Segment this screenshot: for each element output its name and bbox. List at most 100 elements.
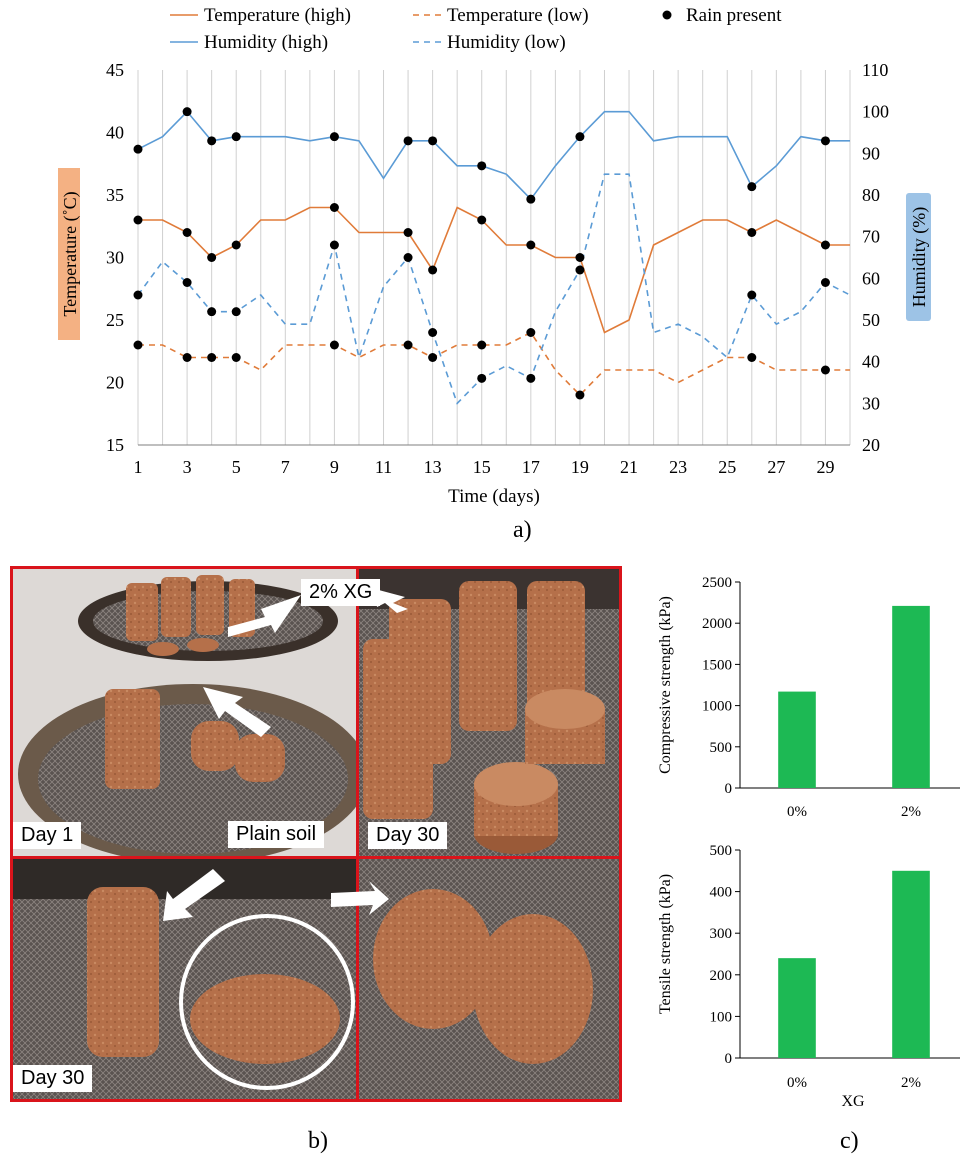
y-left-tick-label: 45 [106,60,124,80]
rain-marker [133,340,143,350]
x-tick-label: 19 [571,457,589,477]
rain-marker [231,307,241,317]
compressive-y-label: Compressive strength (kPa) [657,596,674,774]
y-left-tick-label: 30 [106,248,124,268]
rain-marker [182,228,192,237]
rain-marker [477,340,487,350]
legend-rain-present-text: Rain present [686,5,782,26]
rain-marker [820,365,830,375]
rain-marker [231,240,241,250]
x-tick-label: 13 [424,457,442,477]
rain-marker [526,240,536,250]
x-tick-label: 23 [669,457,687,477]
rain-marker [428,136,438,146]
humidity-axis-label-bg [906,193,931,321]
rain-marker [231,132,241,142]
category-label: 2% [901,1075,921,1091]
panel-label-b: b) [308,1128,328,1154]
series-line-temperature-high [138,206,850,334]
y-tick-label: 0 [725,1051,733,1067]
x-tick-label: 21 [620,457,638,477]
arrow-icons [163,589,408,921]
series-line-temperature-low [138,331,850,397]
series-line-humidity-low [137,173,851,405]
rain-marker [477,215,487,225]
rain-marker [329,203,339,212]
rain-marker [207,307,217,317]
photo-collage: 2% XG Plain soil Day 1 Day 30 Day 30 [10,566,622,1102]
y-tick-label: 500 [710,843,733,859]
photo-day30-closeup [359,859,619,1099]
temperature-axis-label-bg [58,168,80,340]
rain-marker [329,132,339,142]
rain-marker [133,144,143,154]
legend: Temperature (high) Temperature (low) Humid… [170,5,782,53]
photo-day30-xg [359,569,619,856]
y-right-tick-label: 70 [862,227,880,247]
bar-0pct [778,958,816,1058]
y-left-tick-label: 40 [106,123,124,143]
rain-marker [477,161,487,171]
y-left-tick-label: 15 [106,435,124,455]
rain-marker [820,278,830,287]
x-tick-label: 7 [281,457,290,477]
rain-marker [231,353,241,362]
rain-marker [133,290,143,300]
rain-marker [428,328,438,337]
bar-2pct [892,870,930,1058]
y-tick-label: 0 [725,781,733,797]
x-axis-label: Time (days) [448,486,540,507]
y-tick-label: 100 [710,1009,733,1025]
y-tick-label: 2500 [702,575,732,591]
rain-marker [403,228,413,237]
category-label: 2% [901,804,921,820]
rain-marker [526,328,536,337]
x-tick-label: 25 [718,457,736,477]
category-label: 0% [787,1075,807,1091]
rain-markers [133,107,830,400]
rain-marker [133,215,143,225]
label-day30-bottom: Day 30 [13,1065,93,1092]
rain-marker [403,136,413,146]
series-lines [137,110,851,405]
y-tick-label: 500 [710,740,733,756]
rain-marker [403,253,413,262]
y-right-tick-label: 110 [862,60,888,80]
rain-marker [182,353,192,362]
y-left-tick-label: 35 [106,185,124,205]
y-tick-label: 300 [710,926,733,942]
x-tick-label: 3 [183,457,192,477]
x-tick-label: 9 [330,457,339,477]
rain-marker [207,353,217,362]
x-tick-label: 15 [473,457,491,477]
rain-marker [207,253,217,262]
bar-0pct [778,691,816,788]
y-tick-label: 1500 [702,657,732,673]
bar-2pct [892,605,930,788]
legend-temperature-low-text: Temperature (low) [447,5,589,26]
x-tick-label: 17 [522,457,540,477]
y-tick-label: 1000 [702,699,732,715]
rain-marker [820,136,830,146]
y-right-tick-label: 20 [862,435,880,455]
rain-marker [526,194,536,204]
rain-marker [428,265,438,275]
y-left-tick-label: 20 [106,373,124,393]
tick-labels: 1 3 5 7 9 11 13 15 17 19 21 23 25 27 29152025303540452… [106,60,889,477]
panel-label-c: c) [840,1128,859,1154]
rain-marker [747,290,757,300]
y-tick-label: 400 [710,885,733,901]
rain-marker [403,340,413,350]
tensile-strength-chart: Tensile strength (kPa) XG 0 100 200 300 400 5… [657,843,960,1110]
rain-marker [575,132,585,142]
temperature-axis-label: Temperature (˚C) [60,191,81,316]
rain-marker [329,240,339,250]
y-right-tick-label: 80 [862,185,880,205]
rain-marker [329,340,339,350]
series-line-humidity-high [137,110,850,201]
y-right-tick-label: 40 [862,352,880,372]
category-label: 0% [787,804,807,820]
label-day1: Day 1 [13,822,82,849]
rain-marker [747,353,757,362]
rain-marker [428,353,438,362]
